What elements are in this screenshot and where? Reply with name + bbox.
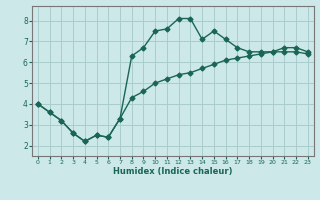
X-axis label: Humidex (Indice chaleur): Humidex (Indice chaleur) [113,167,233,176]
